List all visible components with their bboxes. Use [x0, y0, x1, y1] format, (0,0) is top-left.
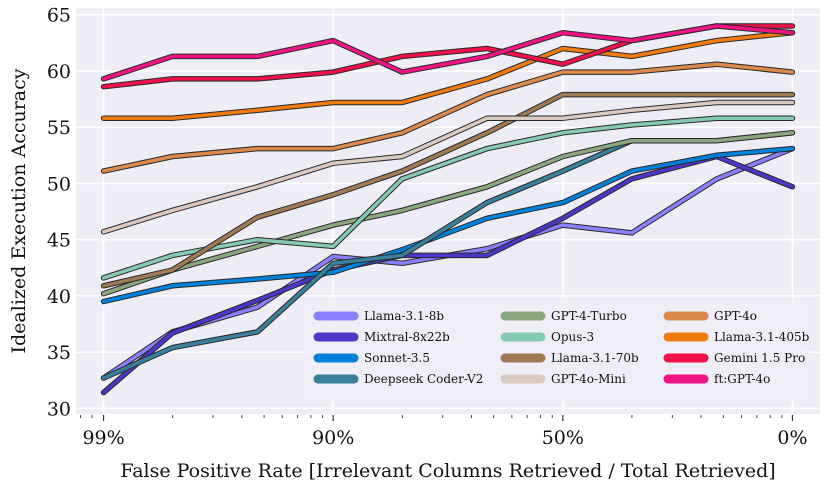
legend-entry-deepseek-coder-v2: Deepseek Coder-V2 [313, 372, 483, 386]
y-tick-label: 40 [47, 286, 71, 308]
legend-label: ft:GPT-4o [714, 372, 770, 386]
series-sonnet-3-5 [100, 145, 796, 305]
series-line [101, 100, 795, 234]
y-tick-label: 30 [47, 398, 71, 420]
legend-entry-gpt-4-turbo: GPT-4-Turbo [500, 309, 627, 323]
legend-label: Sonnet-3.5 [364, 351, 430, 365]
legend-label: Mixtral-8x22b [364, 330, 450, 344]
series-line [101, 146, 795, 304]
x-tick-label: 50% [542, 427, 584, 449]
legend-entry-gpt-4o: GPT-4o [663, 309, 757, 323]
x-axis-title: False Positive Rate [Irrelevant Columns … [120, 460, 775, 482]
series-line [101, 62, 795, 173]
series-line [101, 24, 795, 81]
legend-label: Llama-3.1-70b [551, 351, 639, 365]
y-tick-labels: 30 35 40 45 50 55 60 65 [47, 5, 71, 421]
legend-label: Llama-3.1-8b [364, 309, 444, 323]
y-tick-label: 45 [47, 230, 71, 252]
legend-entry-llama-3-1-405b: Llama-3.1-405b [663, 330, 810, 344]
series-gpt-4o [100, 61, 796, 174]
series-line [101, 30, 795, 120]
legend: Llama-3.1-8b Mixtral-8x22b Sonnet-3.5 Deeps… [306, 298, 810, 400]
legend-label: Llama-3.1-405b [714, 330, 810, 344]
y-tick-label: 35 [47, 342, 71, 364]
legend-label: GPT-4o [714, 309, 757, 323]
y-axis-title: Idealized Execution Accuracy [8, 68, 30, 353]
series-gpt-4-turbo [100, 130, 796, 297]
series-llama-3-1-405b [100, 29, 796, 121]
series-line [101, 92, 795, 288]
series-line [101, 154, 795, 395]
legend-entry-llama-3-1-8b: Llama-3.1-8b [313, 309, 444, 323]
legend-entry-mixtral-8x22b: Mixtral-8x22b [313, 330, 450, 344]
y-tick-label: 50 [47, 173, 71, 195]
legend-label: GPT-4-Turbo [551, 309, 627, 323]
legend-entry-ft-gpt-4o: ft:GPT-4o [663, 372, 770, 386]
y-tick-label: 60 [47, 61, 71, 83]
y-tick-label: 65 [47, 5, 71, 27]
legend-label: Opus-3 [551, 330, 594, 344]
series-opus-3 [100, 115, 796, 281]
series-lines [100, 23, 796, 396]
series-line [101, 116, 795, 280]
x-minor-ticks [80, 415, 794, 421]
series-gpt-4o-mini [100, 99, 796, 235]
x-tick-label: 90% [312, 427, 354, 449]
legend-entry-sonnet-3-5: Sonnet-3.5 [313, 351, 430, 365]
x-tick-label: 99% [82, 427, 124, 449]
legend-entry-opus-3: Opus-3 [500, 330, 594, 344]
x-tick-label: 0% [777, 427, 807, 449]
legend-entry-gpt-4o-mini: GPT-4o-Mini [500, 372, 626, 386]
legend-label: GPT-4o-Mini [551, 372, 626, 386]
series-mixtral-8x22b [100, 153, 796, 396]
series-line [101, 131, 795, 296]
legend-label: Deepseek Coder-V2 [364, 372, 483, 386]
legend-entry-gemini-1-5-pro: Gemini 1.5 Pro [663, 351, 805, 365]
series-ft-gpt-4o [100, 23, 796, 82]
legend-entry-llama-3-1-70b: Llama-3.1-70b [500, 351, 639, 365]
series-llama-3-1-70b [100, 91, 796, 289]
x-tick-labels: 99% 90% 50% 0% [82, 427, 807, 449]
legend-label: Gemini 1.5 Pro [714, 351, 805, 365]
y-tick-label: 55 [47, 117, 71, 139]
